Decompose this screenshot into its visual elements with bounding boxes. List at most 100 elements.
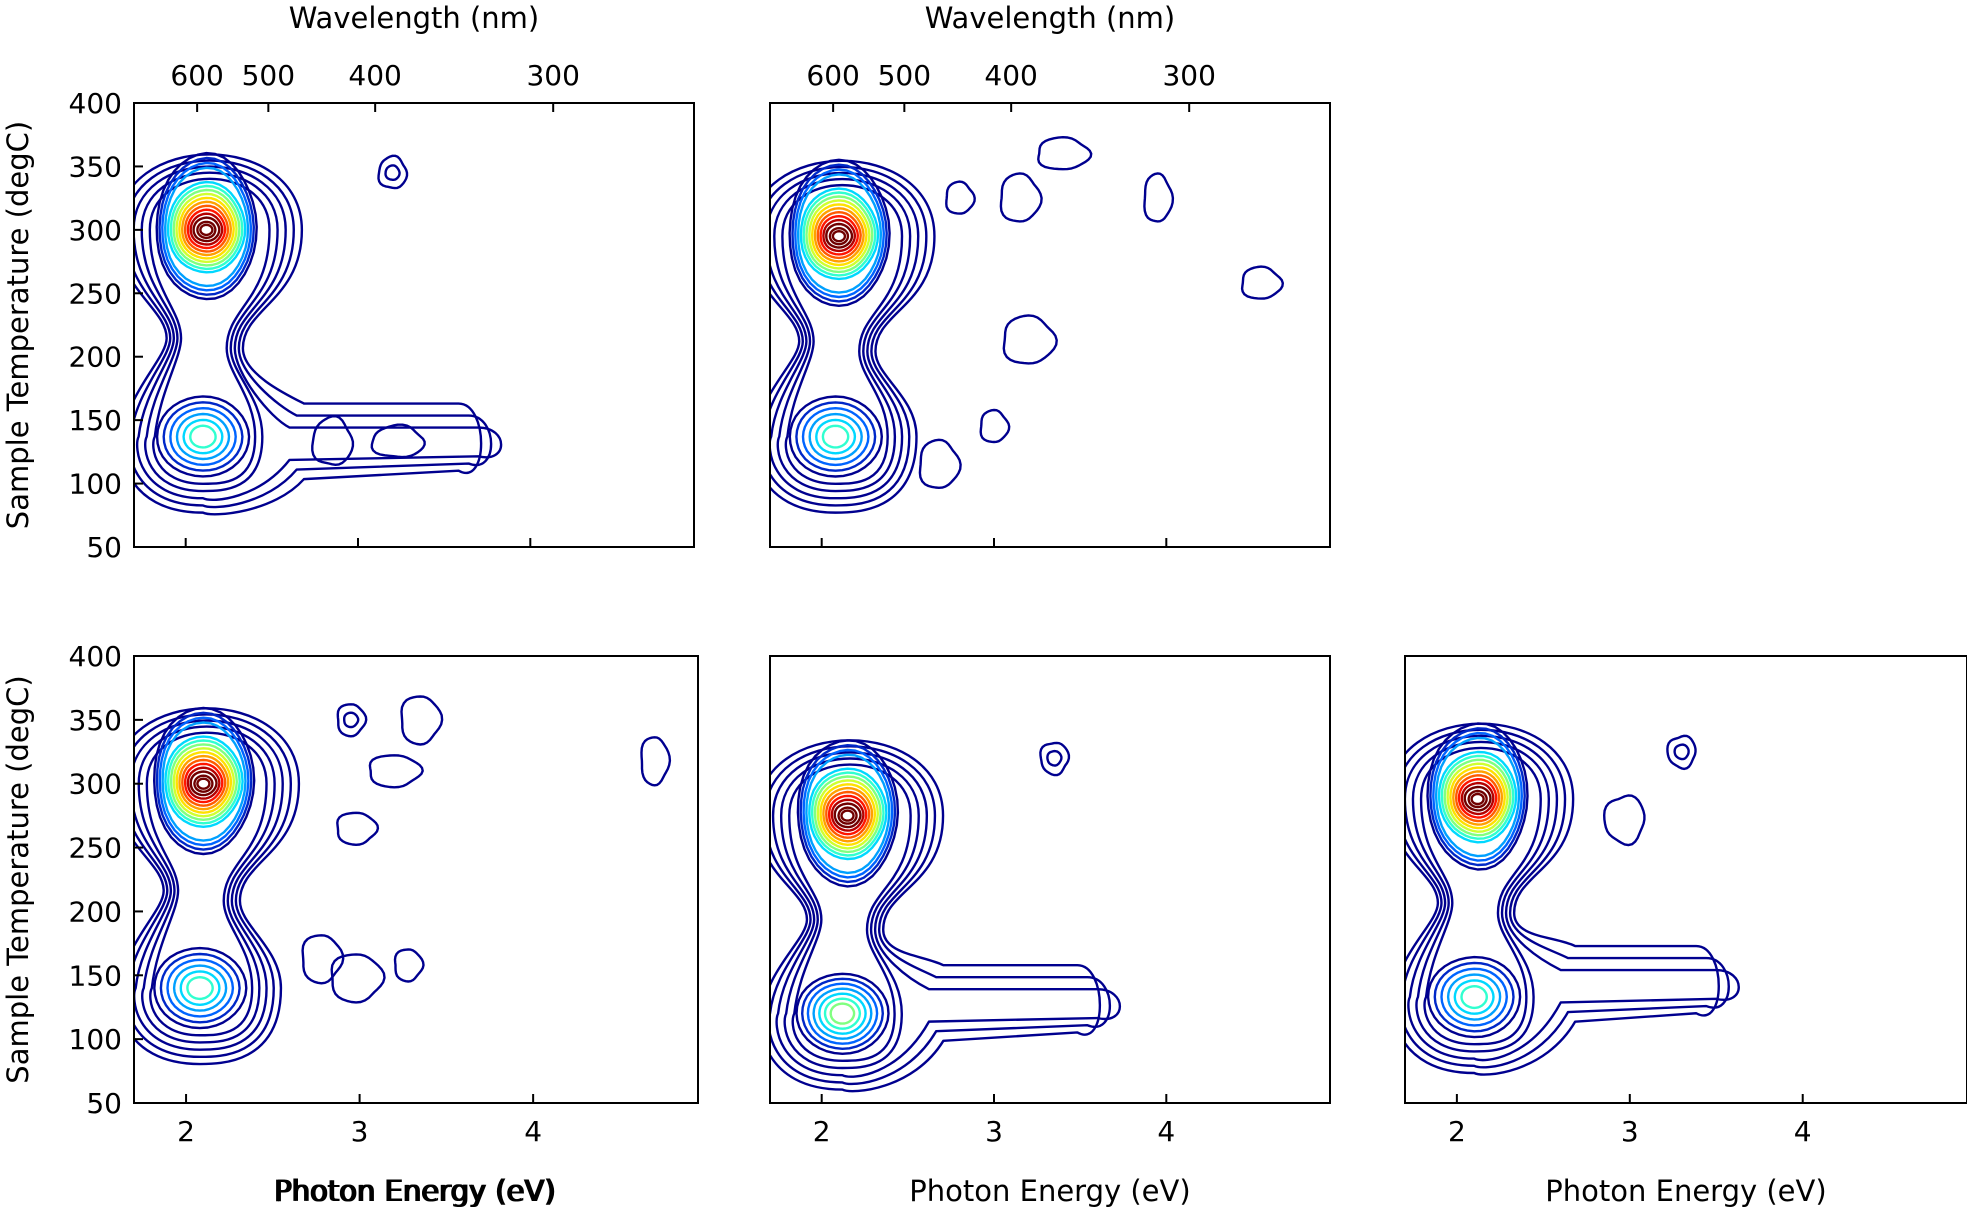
contour-line [189, 212, 224, 246]
contour-line [822, 786, 874, 843]
contour-line [1463, 785, 1492, 812]
contour-line [1460, 985, 1488, 1010]
contour-line [1449, 766, 1506, 830]
contour-line [148, 177, 271, 486]
contour-line [1429, 727, 1526, 867]
contour-line [830, 798, 865, 832]
contour-line [134, 719, 284, 1051]
contour-line [1046, 749, 1063, 767]
contour-line [837, 806, 858, 825]
contour-line [819, 783, 877, 846]
y-tick-label: 100 [69, 1023, 122, 1056]
y-axis-label: Sample Temperature (degC) [1, 121, 35, 529]
contour-layer [1405, 722, 1740, 1076]
y-tick-label: 150 [69, 959, 122, 992]
x-tick-label: 3 [1621, 1115, 1639, 1148]
contour-line [822, 218, 857, 253]
y-tick-label: 350 [69, 704, 122, 737]
contour-line [945, 180, 976, 215]
contour-line [1437, 750, 1518, 844]
y-tick-label: 400 [69, 87, 122, 120]
contour-line [771, 751, 1122, 1078]
contour-layer [134, 695, 672, 1066]
contour-line [1405, 728, 1730, 1069]
contour-line [1446, 973, 1502, 1021]
y-tick-label: 50 [86, 531, 122, 564]
plot-frame [133, 655, 699, 1104]
contour-line [806, 982, 879, 1045]
contour-line [770, 159, 936, 514]
contour-line [169, 184, 244, 271]
contour-line [155, 711, 253, 851]
contour-line [134, 713, 293, 1059]
contour-line [134, 159, 493, 509]
x-tick-label: 4 [1157, 1115, 1175, 1148]
contour-line [377, 154, 409, 190]
contour-line [145, 731, 268, 1037]
contour-line [770, 745, 1112, 1086]
plot-frame [1404, 655, 1967, 1104]
contour-line [1411, 740, 1551, 1053]
contour-line [159, 952, 241, 1024]
contour-line [1037, 136, 1093, 171]
contour-line [172, 188, 241, 267]
contour-line [158, 156, 255, 296]
contour-line [384, 164, 401, 181]
contour-line [175, 192, 238, 264]
contour-line [815, 418, 857, 455]
panel-bottom-left: 2 3 4 50 100 150 200 250 300 350 400 Photon Energy … [1, 640, 699, 1208]
contour-line [1467, 789, 1488, 809]
contour-line [640, 736, 672, 787]
contour-layer [770, 739, 1122, 1093]
contour-line [153, 706, 256, 856]
x-axis-label: Photon Energy (eV) [275, 1174, 556, 1208]
contour-line [794, 168, 885, 299]
contour-line [393, 948, 425, 983]
contour-line [1455, 774, 1501, 823]
contour-line [137, 725, 276, 1044]
plot-frame [133, 102, 695, 548]
contour-line [134, 165, 503, 502]
contour-line [773, 178, 912, 493]
contour-line [166, 180, 247, 274]
contour-line [182, 418, 224, 455]
contour-line [1453, 979, 1495, 1015]
contour-line [1673, 743, 1690, 761]
contour-line [186, 976, 214, 1001]
contour-line [164, 735, 244, 828]
contour-line [808, 767, 888, 861]
contour-line [979, 408, 1011, 444]
contour-line [1452, 770, 1504, 826]
contour-line [828, 227, 850, 246]
contour-line [161, 721, 247, 842]
x-tick-label: 4 [524, 1115, 542, 1148]
contour-line [166, 958, 235, 1018]
y-tick-label: 100 [69, 468, 122, 501]
contour-line [178, 754, 230, 811]
contour-line [802, 748, 894, 879]
y-tick-label: 350 [69, 150, 122, 183]
y-tick-label: 250 [69, 832, 122, 865]
y-tick-label: 300 [69, 214, 122, 247]
contour-line [795, 401, 877, 472]
contour-line [818, 992, 867, 1035]
contour-line [336, 703, 368, 738]
contour-line [811, 203, 868, 267]
wavelength-tick-label: 500 [878, 59, 931, 92]
contour-line [791, 163, 888, 303]
contour-line [153, 946, 248, 1030]
contour-line [162, 401, 244, 472]
contour-line [169, 743, 238, 821]
contour-line [918, 438, 962, 489]
contour-line [819, 215, 859, 256]
contour-line [1470, 792, 1485, 806]
contour-line [186, 766, 221, 800]
y-axis-label: Sample Temperature (degC) [1, 675, 35, 1083]
wavelength-tick-label: 500 [242, 59, 295, 92]
contour-line [1240, 265, 1284, 300]
y-tick-label: 150 [69, 404, 122, 437]
contour-line [788, 395, 883, 478]
wavelength-tick-label: 400 [984, 59, 1037, 92]
contour-line [805, 753, 891, 875]
